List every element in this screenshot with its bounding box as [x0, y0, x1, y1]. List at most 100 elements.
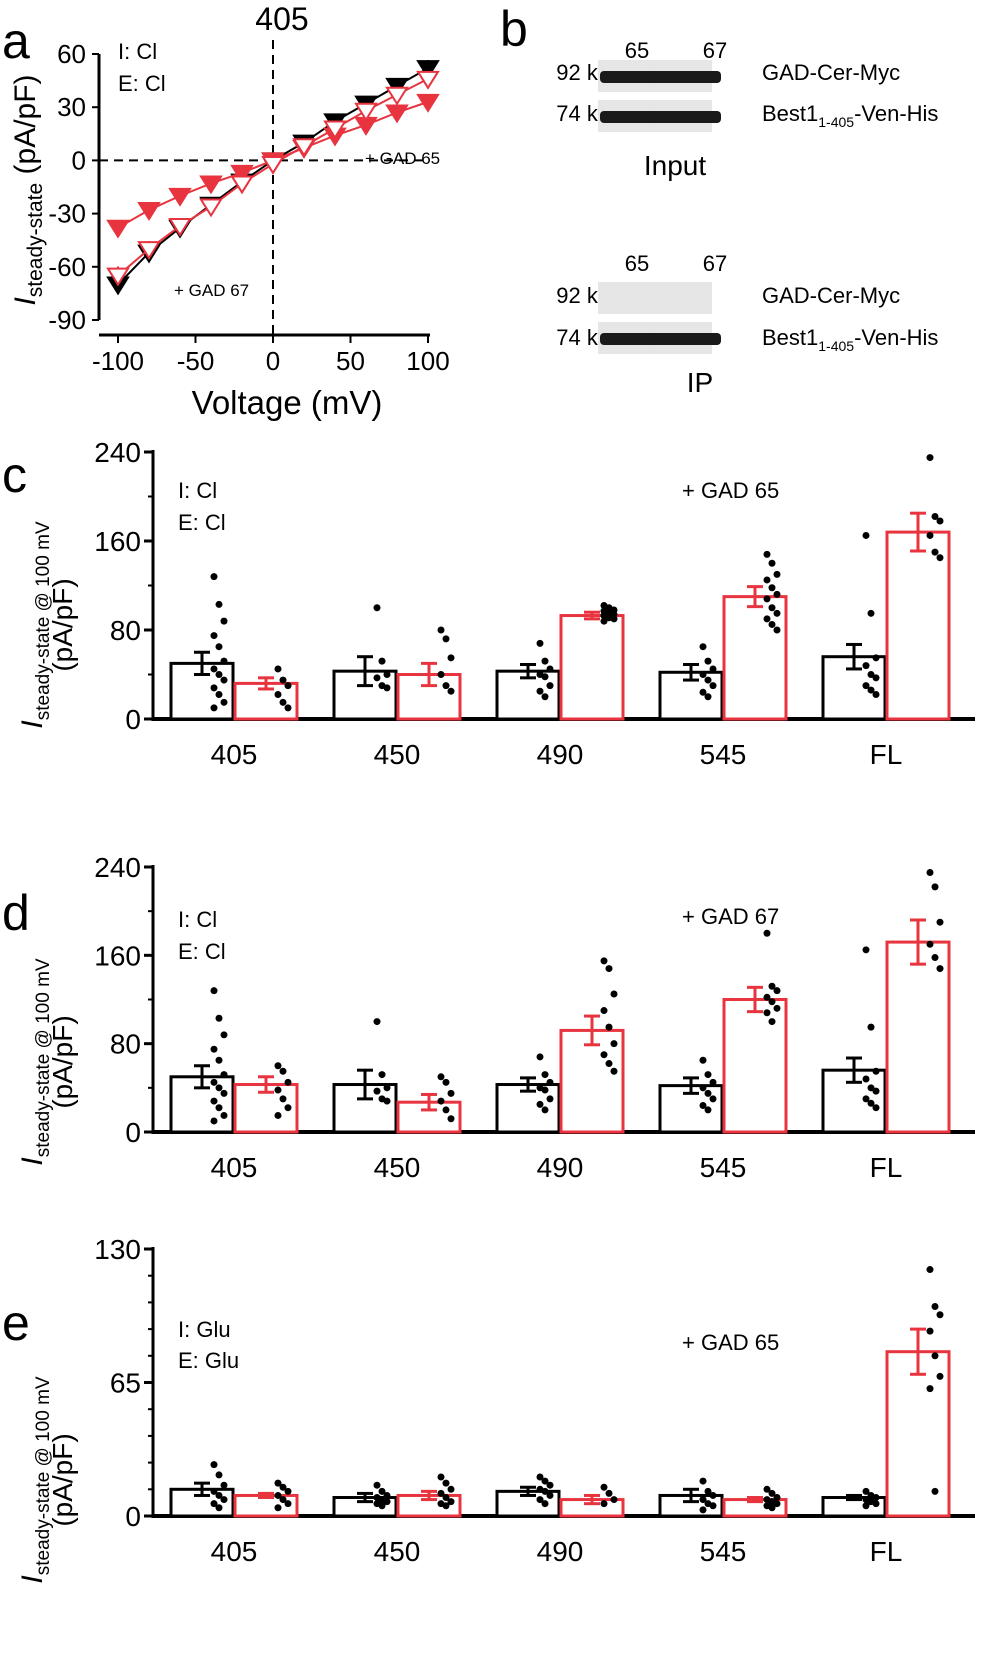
panel-d-data-point: [699, 1102, 707, 1109]
panel-e-data-point: [862, 1502, 870, 1510]
panel-a-marker: [323, 120, 347, 140]
panel-e-data-point: [279, 1483, 287, 1491]
panel-d-data-point: [862, 946, 870, 954]
panel-c-data-point: [867, 671, 875, 678]
panel-e-data-point: [215, 1491, 223, 1499]
panel-a-marker: [230, 175, 254, 195]
panel-a-y-tick-label: 0: [72, 145, 86, 175]
panel-e-data-point: [546, 1491, 554, 1499]
panel-d-data-point: [210, 1097, 218, 1105]
blot-input-lane-67: 67: [703, 38, 727, 63]
panel-c-data-point: [210, 704, 218, 712]
panel-a-marker: [292, 138, 316, 158]
panel-d-data-point: [541, 1106, 549, 1114]
panel-c-data-point: [763, 615, 771, 623]
panel-c-annotation: + GAD 65: [682, 478, 779, 503]
panel-c-data-point: [210, 632, 218, 640]
panel-d-data-point: [373, 1087, 381, 1095]
panel-d-data-point: [605, 1060, 613, 1068]
panel-a-y-tick-label: 30: [57, 92, 86, 122]
panel-d-data-point: [610, 1040, 618, 1048]
panel-d-data-point: [541, 1086, 549, 1094]
panel-d-data-point: [546, 1095, 554, 1103]
panel-e-data-point: [936, 1311, 944, 1319]
panel-c-data-point: [442, 682, 450, 690]
panel-d-category-label: 490: [537, 1152, 584, 1183]
panel-e-data-point: [773, 1500, 781, 1508]
panel-d-data-point: [383, 1097, 391, 1105]
panel-c-y-tick-label: 80: [110, 615, 141, 646]
panel-c-data-point: [220, 617, 228, 625]
panel-d-annotation: + GAD 67: [682, 904, 779, 929]
panel-d-data-point: [215, 1056, 223, 1064]
panel-e-data-point: [872, 1494, 880, 1502]
panel-a-marker: [230, 164, 254, 184]
panel-d-data-point: [284, 1104, 292, 1112]
panel-d-data-point: [931, 883, 939, 891]
panel-d-data-point: [605, 1023, 613, 1031]
panel-d-external-solution: E: Cl: [178, 939, 226, 964]
panel-c-data-point: [704, 657, 712, 665]
panel-d-data-point: [447, 1089, 455, 1097]
panel-a-marker: [354, 102, 378, 122]
panel-c-bar: [722, 595, 788, 721]
panel-e-internal-solution: I: Glu: [178, 1317, 231, 1342]
panel-d-data-point: [274, 1086, 282, 1094]
panel-c-data-point: [867, 686, 875, 694]
panel-c-bar: [559, 614, 625, 721]
panel-e-data-point: [536, 1496, 544, 1504]
panel-d-data-point: [709, 1095, 717, 1103]
panel-a-y-tick-label: -60: [48, 252, 86, 282]
panel-e-ylabel-unit: (pA/pF): [47, 1433, 78, 1526]
panel-d-data-point: [872, 1104, 880, 1112]
panel-e-data-point: [378, 1502, 386, 1510]
panel-d-data-point: [610, 990, 618, 998]
panel-c-category-label: 450: [374, 739, 421, 770]
blot-input-caption: Input: [644, 150, 706, 181]
panel-c-data-point: [541, 657, 549, 665]
panel-a-marker: [168, 187, 192, 207]
panel-e-data-point: [220, 1481, 228, 1489]
panel-e-data-point: [600, 1483, 608, 1491]
panel-c-data-point: [274, 665, 282, 673]
panel-d-plot: 0 80 160 240 405 450 490 545 FL: [94, 852, 975, 1183]
panel-c-data-point: [862, 531, 870, 539]
panel-e-data-point: [763, 1485, 771, 1493]
panel-e-data-point: [773, 1494, 781, 1502]
panel-d-data-point: [600, 1007, 608, 1015]
panel-c-data-point: [437, 671, 445, 678]
panel-e-data-point: [215, 1471, 223, 1479]
panel-d-data-point: [926, 940, 934, 948]
panel-d-ylabel-main: I: [16, 1157, 49, 1165]
panel-c-data-point: [220, 657, 228, 665]
panel-a-marker: [199, 198, 223, 218]
panel-c-category-label: FL: [870, 739, 903, 770]
panel-c-data-point: [210, 684, 218, 692]
panel-a-x-tick-label: 50: [336, 346, 365, 376]
panel-d-data-point: [274, 1111, 282, 1119]
panel-a-marker: [385, 104, 409, 124]
panel-d-data-point: [284, 1078, 292, 1086]
panel-d-data-point: [274, 1062, 282, 1070]
panel-e-data-point: [447, 1485, 455, 1493]
panel-e-data-point: [442, 1502, 450, 1510]
panel-e-y-tick-label: 130: [94, 1234, 141, 1265]
panel-c-data-point: [284, 704, 292, 712]
panel-a-marker: [199, 175, 223, 195]
panel-c-ylabel-main: I: [16, 720, 49, 728]
panel-letter-a: a: [2, 13, 30, 69]
panel-d-data-point: [373, 1018, 381, 1026]
panel-e-data-point: [210, 1461, 218, 1469]
panel-e-data-point: [378, 1487, 386, 1495]
panel-c-ylabel-sub: steady-state @ 100 mV: [33, 521, 54, 720]
panel-c-category-label: 405: [211, 739, 258, 770]
panel-a-x-tick-label: -100: [92, 346, 144, 376]
panel-a-y-tick-label: -30: [48, 199, 86, 229]
panel-d-data-point: [773, 987, 781, 995]
panel-c-data-point: [210, 665, 218, 673]
panel-e-data-point: [274, 1491, 282, 1499]
panel-c-data-point: [862, 682, 870, 690]
panel-d-data-point: [279, 1067, 287, 1075]
panel-a-marker: [168, 218, 192, 237]
panel-c-data-point: [279, 676, 287, 684]
